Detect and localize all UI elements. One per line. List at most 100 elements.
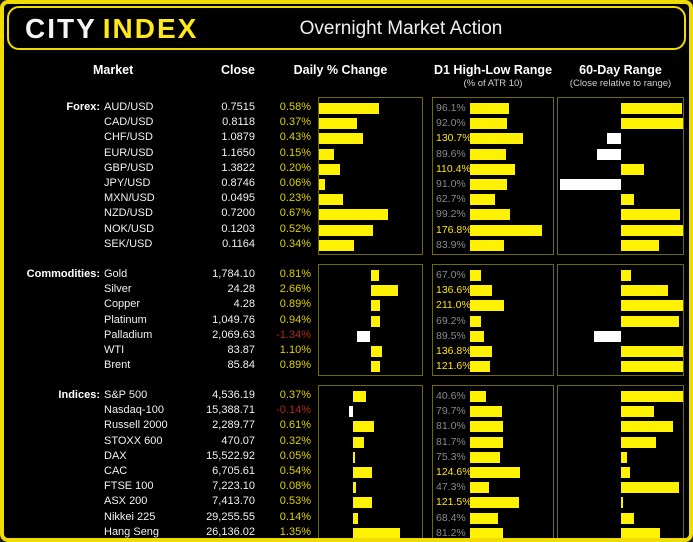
range60-bar: [620, 512, 635, 524]
d1-range-value: 96.1%: [436, 102, 466, 114]
d1-range-bar: [470, 436, 504, 448]
col-header-close: Close: [220, 63, 255, 77]
market-name: Platinum: [104, 313, 147, 326]
d1-range-bar: [470, 285, 493, 297]
pct-change-value: -1.34%: [276, 328, 311, 341]
group-label: [8, 237, 104, 252]
d1-range-value: 211.0%: [436, 299, 471, 312]
pct-change-value: 0.81%: [279, 268, 311, 280]
range60-chart: [557, 264, 684, 377]
market-row: STOXX 600 470.07 0.32%: [8, 434, 311, 449]
close-value: 0.7200: [221, 207, 255, 220]
pct-change-value: 0.94%: [279, 313, 311, 326]
market-name: CHF/USD: [104, 131, 153, 144]
group-label: [8, 191, 104, 206]
d1-range-value: 89.6%: [436, 147, 466, 160]
close-value: 4,536.19: [212, 389, 255, 401]
range60-bar: [620, 224, 683, 236]
pct-change-value: 0.58%: [279, 101, 311, 113]
range60-bar: [620, 421, 673, 433]
market-name: SEK/USD: [104, 237, 153, 250]
daily-change-bar: [353, 436, 365, 448]
market-row: FTSE 100 7,223.10 0.08%: [8, 479, 311, 494]
daily-change-bar: [319, 209, 388, 221]
market-row: WTI 83.87 1.10%: [8, 343, 311, 358]
market-name: GBP/USD: [104, 161, 154, 174]
d1-range-value: 62.7%: [436, 193, 466, 206]
close-value: 83.87: [227, 343, 255, 356]
page-title: Overnight Market Action: [299, 18, 503, 39]
pct-change-value: 0.43%: [279, 131, 311, 144]
market-row: CHF/USD 1.0879 0.43%: [8, 130, 311, 145]
close-value: 0.8118: [222, 116, 255, 129]
market-name: Copper: [104, 298, 141, 311]
pct-change-value: 0.14%: [279, 510, 311, 523]
pct-change-value: 0.34%: [279, 237, 311, 250]
daily-change-bar: [319, 163, 340, 175]
close-value: 0.1203: [221, 222, 255, 235]
range60-bar: [620, 391, 683, 402]
market-row: GBP/USD 1.3822 0.20%: [8, 161, 311, 176]
pct-change-value: 0.67%: [279, 207, 311, 220]
range60-bar: [620, 451, 628, 463]
market-name: DAX: [104, 449, 127, 462]
group-label: Commodities:: [26, 268, 100, 280]
pct-change-value: 0.08%: [279, 480, 311, 493]
daily-change-bar: [353, 482, 357, 494]
group-label: [8, 525, 104, 538]
market-name: Russell 2000: [104, 419, 168, 432]
d1-range-bar: [470, 346, 493, 357]
close-value: 2,289.77: [212, 419, 255, 432]
close-value: 15,388.71: [206, 404, 255, 417]
market-name: Nikkei 225: [104, 510, 156, 523]
d1-range-value: 68.4%: [436, 511, 466, 524]
market-row: Silver 24.28 2.66%: [8, 282, 311, 297]
market-row: Brent 85.84 0.89%: [8, 358, 311, 373]
d1-range-bar: [470, 148, 507, 160]
range60-bar: [620, 361, 683, 373]
group-label: [8, 115, 104, 130]
d1-range-value: 110.4%: [436, 162, 471, 175]
market-row: CAC 6,705.61 0.54%: [8, 464, 311, 479]
pct-change-value: 0.37%: [279, 116, 311, 129]
daily-change-bar: [319, 133, 364, 145]
section-indices: Indices: S&P 500 4,536.19 0.37% Nasdaq-100 15…: [8, 385, 684, 539]
range60-bar: [620, 315, 679, 327]
close-value: 29,255.55: [206, 510, 255, 523]
close-value: 7,413.70: [212, 495, 255, 508]
range60-bar: [620, 103, 682, 114]
d1-range-value: 81.2%: [436, 526, 466, 539]
group-label: [8, 176, 104, 191]
market-row: Commodities: Gold 1,784.10 0.81%: [8, 267, 311, 282]
d1-range-bar: [470, 497, 520, 509]
pct-change-value: 0.61%: [279, 419, 311, 432]
col-subheader-atr: (% of ATR 10): [463, 78, 523, 89]
market-row: Copper 4.28 0.89%: [8, 297, 311, 312]
close-value: 0.0495: [221, 192, 255, 205]
market-name: Nasdaq-100: [104, 404, 164, 417]
range60-chart: [557, 385, 684, 538]
group-label: Forex:: [66, 101, 100, 113]
market-name: EUR/USD: [104, 146, 154, 159]
range60-bar: [593, 330, 621, 342]
labels-block: Commodities: Gold 1,784.10 0.81% Silver 24.28…: [8, 267, 311, 373]
market-row: NOK/USD 0.1203 0.52%: [8, 222, 311, 237]
group-label: [8, 282, 104, 297]
market-name: Hang Seng: [104, 525, 160, 538]
close-value: 1,784.10: [212, 268, 255, 280]
range60-bar: [620, 285, 668, 297]
daily-change-bar: [353, 527, 400, 538]
range60-bar: [620, 467, 630, 478]
pct-change-value: 0.20%: [279, 161, 311, 174]
market-row: Russell 2000 2,289.77 0.61%: [8, 418, 311, 433]
pct-change-value: 0.23%: [279, 192, 311, 205]
group-label: [8, 464, 104, 479]
group-label: [8, 328, 104, 343]
logo-index-text: INDEX: [102, 13, 199, 44]
column-headers: Market Close Daily % Change D1 High-Low …: [8, 63, 689, 89]
d1-range-bar: [470, 209, 511, 221]
pct-change-value: 0.54%: [279, 464, 311, 477]
group-label: [8, 434, 104, 449]
d1-range-value: 47.3%: [436, 481, 466, 494]
close-value: 6,705.61: [212, 464, 255, 477]
